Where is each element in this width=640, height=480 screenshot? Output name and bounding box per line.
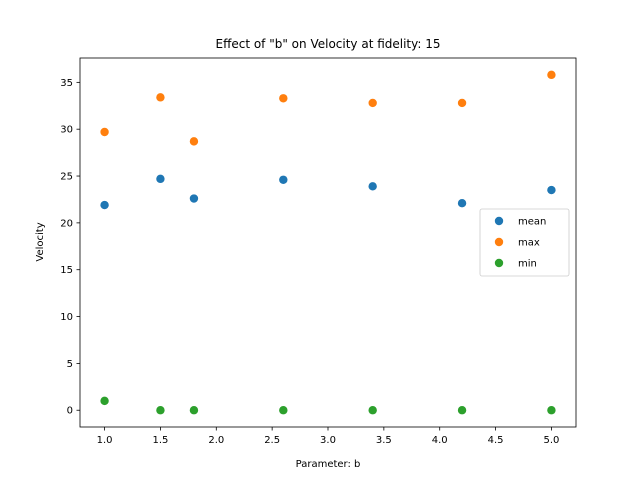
legend-label-mean: mean [518,217,546,228]
x-tick-label: 4.5 [488,435,504,446]
y-tick-label: 30 [60,125,73,136]
y-tick-label: 10 [60,312,73,323]
y-tick-label: 20 [60,218,73,229]
point-mean [368,182,377,191]
y-tick-label: 25 [60,172,73,183]
legend-label-min: min [518,259,537,270]
point-min [100,396,109,406]
legend-box [479,208,570,277]
point-min [368,406,377,415]
x-tick-label: 3.0 [320,435,336,446]
point-mean [100,200,109,210]
point-mean [189,194,199,203]
series-min [100,396,556,415]
plot-area [100,70,556,415]
legend-label-max: max [518,238,540,249]
series-mean [100,174,556,210]
point-max [457,98,467,108]
x-axis-label: Parameter: b [296,459,361,470]
point-max [368,98,377,108]
legend-marker-mean [494,216,504,226]
x-tick-label: 1.0 [97,435,113,446]
point-max [547,70,556,80]
y-tick-label: 35 [60,78,73,89]
point-mean [279,175,288,184]
x-tick-label: 3.5 [376,435,392,446]
y-tick-label: 0 [67,406,73,417]
point-mean [457,199,467,208]
legend-marker-max [494,237,504,247]
point-min [547,406,556,415]
x-tick-label: 4.0 [432,435,448,446]
x-tick-label: 2.0 [208,435,224,446]
point-min [279,406,288,415]
point-mean [547,185,556,195]
point-min [156,406,165,415]
x-tick-label: 5.0 [543,435,559,446]
point-max [156,93,165,102]
x-tick-label: 2.5 [264,435,280,446]
point-max [279,94,288,103]
series-max [100,70,556,146]
point-max [189,137,199,146]
y-tick-label: 15 [60,265,73,276]
x-tick-label: 1.5 [152,435,168,446]
point-max [100,127,109,137]
chart-title: Effect of "b" on Velocity at fidelity: 1… [215,37,440,51]
point-min [457,406,467,415]
point-min [189,406,199,415]
legend: mean max min [479,208,570,277]
y-axis-label: Velocity [35,222,46,261]
legend-marker-min [494,258,504,268]
point-mean [156,174,165,184]
y-tick-label: 5 [67,359,73,370]
